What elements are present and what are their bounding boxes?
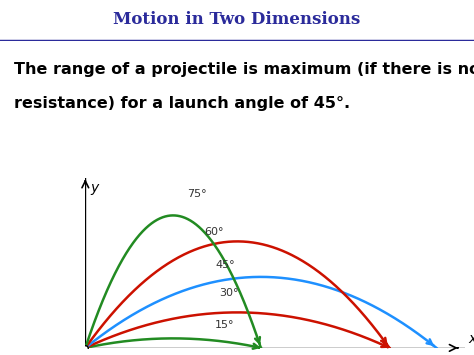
Text: 45°: 45° <box>215 260 235 270</box>
Text: Motion in Two Dimensions: Motion in Two Dimensions <box>113 11 361 28</box>
Text: x: x <box>468 333 474 346</box>
Text: 30°: 30° <box>219 288 238 298</box>
Text: y: y <box>91 181 99 195</box>
Text: 75°: 75° <box>187 189 207 199</box>
Text: 15°: 15° <box>215 320 235 330</box>
Text: resistance) for a launch angle of 45°.: resistance) for a launch angle of 45°. <box>14 97 350 111</box>
Text: The range of a projectile is maximum (if there is no air: The range of a projectile is maximum (if… <box>14 62 474 77</box>
Text: 60°: 60° <box>205 227 224 237</box>
